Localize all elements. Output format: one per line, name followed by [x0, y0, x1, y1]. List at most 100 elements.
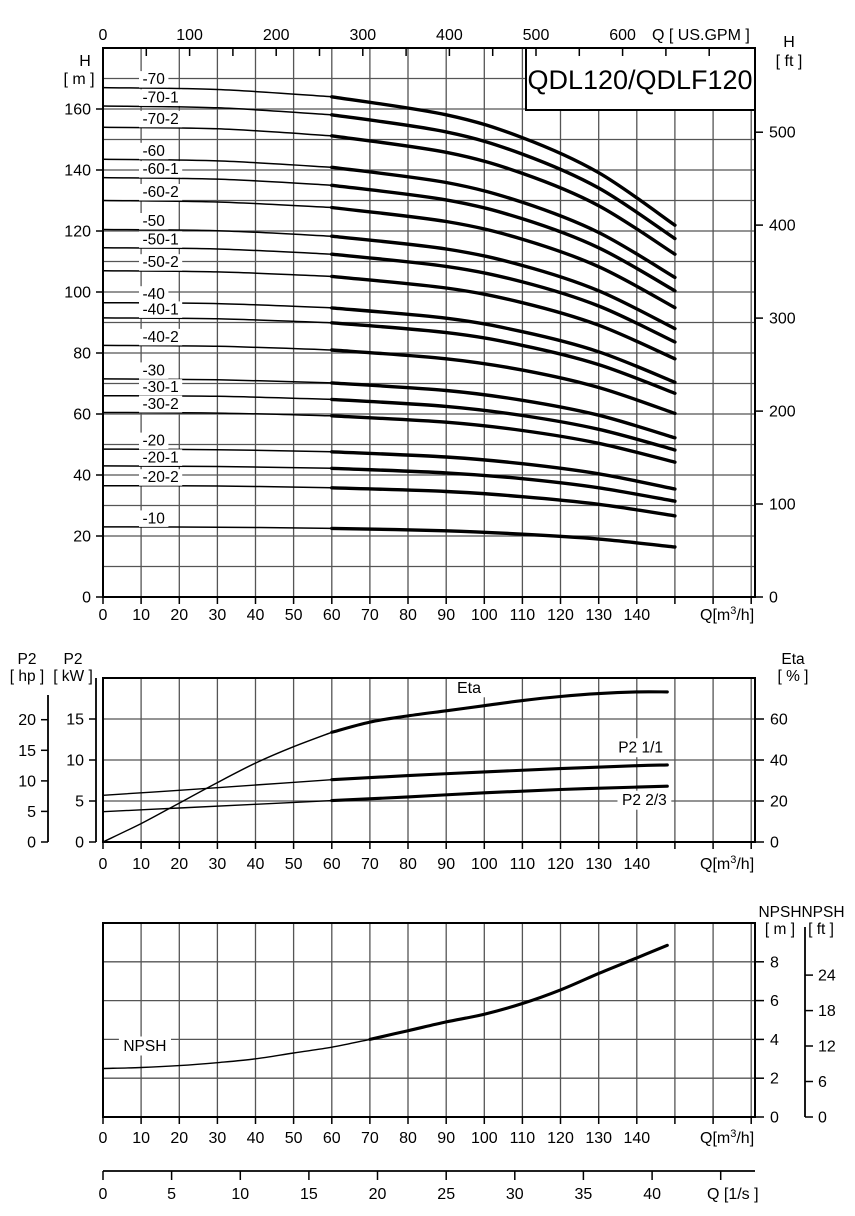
- curve--40-2: [330, 348, 677, 416]
- eta-tick-label: 40: [770, 753, 788, 770]
- q-tick-label: 90: [437, 856, 455, 873]
- q-tick-label: 10: [132, 856, 150, 873]
- curve-label-box: [139, 449, 183, 466]
- curve--30: [102, 378, 333, 384]
- axis-unit-npsh-ft: [ ft ]: [808, 921, 834, 938]
- curve-Eta: [102, 731, 333, 843]
- gpm-tick-label: 400: [436, 27, 463, 44]
- h-ft-tick-label: 200: [769, 404, 796, 421]
- curve-label: -40: [143, 286, 166, 303]
- curve-label-box: [139, 184, 183, 201]
- curve--50: [330, 234, 677, 331]
- h-ft-tick-label: 400: [769, 218, 796, 235]
- curve--10: [330, 526, 677, 549]
- hp-tick-label: 5: [27, 804, 36, 821]
- curve--20-2: [102, 484, 333, 489]
- curve-label-box: [139, 161, 183, 178]
- q-tick-label: 80: [399, 856, 417, 873]
- curve-label-box: [139, 328, 183, 346]
- npsh-m-tick-label: 2: [770, 1071, 779, 1088]
- curve-label: -70-2: [143, 111, 179, 128]
- q-tick-label: 60: [323, 607, 341, 624]
- axis-title-eta: Eta: [781, 651, 805, 668]
- curve--20-1: [330, 466, 677, 503]
- gpm-tick-label: 100: [176, 27, 203, 44]
- tspan: /h]: [736, 856, 754, 873]
- q-tick-label: 70: [361, 1130, 379, 1147]
- axis-title-npsh-m: NPSH: [758, 904, 801, 921]
- annotation-box: [613, 738, 668, 758]
- curve-label: -50: [143, 213, 166, 230]
- curve--70-1: [102, 105, 333, 116]
- tspan: 3: [730, 854, 736, 866]
- gpm-tick-label: 300: [349, 27, 376, 44]
- hp-tick-label: 0: [27, 835, 36, 852]
- curve--20: [330, 450, 677, 491]
- curve--50-1: [102, 247, 333, 255]
- curve--50-2: [330, 274, 677, 361]
- npsh-m-tick-label: 8: [770, 954, 779, 971]
- q-tick-label: 50: [285, 856, 303, 873]
- q-tick-label: 100: [471, 607, 498, 624]
- q-tick-label: 110: [510, 856, 536, 873]
- curve-label: -40-2: [143, 329, 179, 346]
- axis-unit-ft-right: [ ft ]: [776, 53, 803, 70]
- chart-head-capacity: -70 -70-1 -70-2 -60-60-1 -60-2 -50-50-1 -50-2 -…: [63, 27, 802, 624]
- annotation-label: NPSH: [123, 1038, 166, 1055]
- q-tick-label: 20: [170, 1130, 188, 1147]
- h-m-tick-label: 0: [82, 590, 91, 607]
- kw-tick-label: 0: [75, 835, 84, 852]
- tspan: /h]: [736, 1130, 754, 1147]
- axis-title-p2-hp: P2: [18, 651, 37, 668]
- curve--40: [102, 301, 333, 309]
- h-m-tick-label: 100: [64, 285, 91, 302]
- q-tick-label: 0: [99, 1130, 108, 1147]
- h-m-tick-label: 40: [73, 468, 91, 485]
- curve-label: -30: [143, 362, 166, 379]
- curve--70-2: [330, 134, 677, 256]
- axis-unit-hp: [ hp ]: [10, 668, 44, 685]
- q-tick-label: 130: [585, 607, 612, 624]
- q-tick-label: 40: [247, 856, 265, 873]
- q-tick-label: 120: [547, 1130, 574, 1147]
- npsh-ft-tick-label: 12: [818, 1039, 836, 1056]
- axis-label-q-m3h: Q[m3/h]: [700, 854, 754, 873]
- q-tick-label: 20: [170, 607, 188, 624]
- tspan: Q[m: [700, 1130, 730, 1147]
- ls-tick-label: 25: [437, 1186, 455, 1203]
- plot-border: [102, 922, 756, 1118]
- tspan: Q[m: [700, 856, 730, 873]
- q-tick-label: 80: [399, 607, 417, 624]
- h-m-tick-label: 60: [73, 407, 91, 424]
- q-tick-label: 10: [132, 607, 150, 624]
- curve-label: -40-1: [143, 301, 179, 318]
- q-tick-label: 130: [585, 856, 612, 873]
- curve-P2-2/3: [330, 784, 669, 803]
- curve-label-box: [139, 213, 169, 230]
- axis-unit-npsh-m: [ m ]: [765, 921, 795, 938]
- q-tick-label: 90: [437, 1130, 455, 1147]
- kw-tick-label: 15: [66, 712, 84, 729]
- curve-npsh: [368, 943, 669, 1041]
- h-m-tick-label: 140: [64, 163, 91, 180]
- curve-label: -70-1: [143, 90, 179, 107]
- q-tick-label: 70: [361, 856, 379, 873]
- annotation-label: P2 2/3: [622, 792, 667, 809]
- npsh-ft-tick-label: 18: [818, 1003, 836, 1020]
- curve--70: [330, 95, 677, 227]
- curve--20-1: [102, 465, 333, 470]
- q-tick-label: 0: [99, 856, 108, 873]
- curve--30-1: [330, 397, 677, 452]
- q-tick-label: 110: [510, 1130, 536, 1147]
- annotation-label: Eta: [457, 680, 481, 697]
- q-tick-label: 40: [247, 1130, 265, 1147]
- curve--50-2: [102, 269, 333, 278]
- curve-Eta: [330, 690, 669, 734]
- curve--70-1: [330, 113, 677, 241]
- npsh-m-tick-label: 4: [770, 1032, 779, 1049]
- curve--30-2: [330, 414, 677, 464]
- curve-label: -50-1: [143, 231, 179, 248]
